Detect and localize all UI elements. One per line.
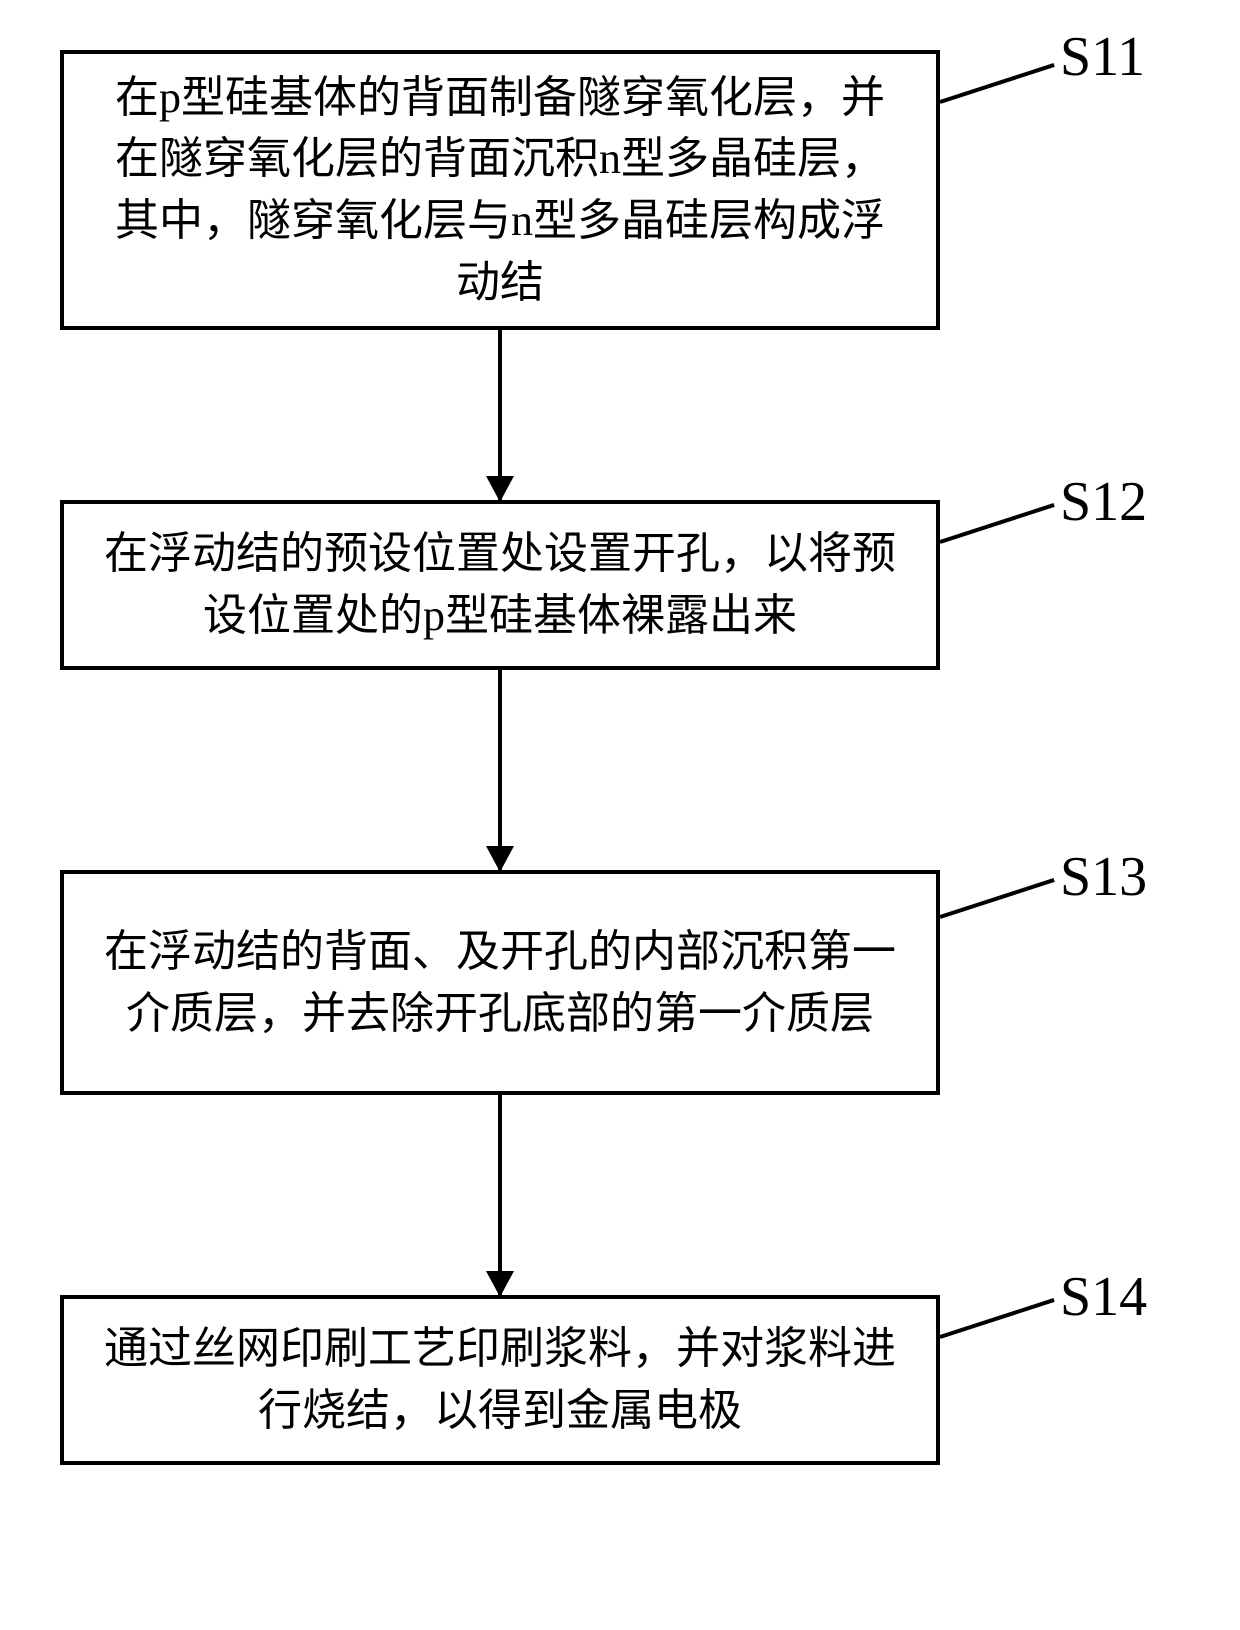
- arrow-2-head: [486, 846, 514, 872]
- arrow-1-line: [498, 330, 502, 500]
- step-s14-container: 通过丝网印刷工艺印刷浆料，并对浆料进行烧结，以得到金属电极 S14: [60, 1295, 1160, 1465]
- step-s14-leader: [939, 1298, 1054, 1339]
- arrow-2: [60, 670, 940, 870]
- arrow-3-head: [486, 1271, 514, 1297]
- step-s11-label: S11: [1060, 25, 1145, 89]
- step-s11-leader: [939, 63, 1054, 104]
- step-s13-text: 在浮动结的背面、及开孔的内部沉积第一介质层，并去除开孔底部的第一介质层: [64, 911, 936, 1054]
- step-s14-box: 通过丝网印刷工艺印刷浆料，并对浆料进行烧结，以得到金属电极: [60, 1295, 940, 1465]
- step-s12-container: 在浮动结的预设位置处设置开孔，以将预设位置处的p型硅基体裸露出来 S12: [60, 500, 1160, 670]
- step-s14-label: S14: [1060, 1265, 1147, 1329]
- step-s11-text: 在p型硅基体的背面制备隧穿氧化层，并在隧穿氧化层的背面沉积n型多晶硅层，其中，隧…: [64, 57, 936, 323]
- flowchart-container: 在p型硅基体的背面制备隧穿氧化层，并在隧穿氧化层的背面沉积n型多晶硅层，其中，隧…: [60, 50, 1160, 1465]
- arrow-2-line: [498, 670, 502, 870]
- arrow-1: [60, 330, 940, 500]
- step-s11-container: 在p型硅基体的背面制备隧穿氧化层，并在隧穿氧化层的背面沉积n型多晶硅层，其中，隧…: [60, 50, 1160, 330]
- arrow-1-head: [486, 476, 514, 502]
- step-s14-text: 通过丝网印刷工艺印刷浆料，并对浆料进行烧结，以得到金属电极: [64, 1308, 936, 1451]
- arrow-3: [60, 1095, 940, 1295]
- step-s13-leader: [939, 878, 1054, 919]
- step-s12-box: 在浮动结的预设位置处设置开孔，以将预设位置处的p型硅基体裸露出来: [60, 500, 940, 670]
- step-s12-label: S12: [1060, 470, 1147, 534]
- step-s13-box: 在浮动结的背面、及开孔的内部沉积第一介质层，并去除开孔底部的第一介质层: [60, 870, 940, 1095]
- step-s13-label: S13: [1060, 845, 1147, 909]
- arrow-3-line: [498, 1095, 502, 1295]
- step-s11-box: 在p型硅基体的背面制备隧穿氧化层，并在隧穿氧化层的背面沉积n型多晶硅层，其中，隧…: [60, 50, 940, 330]
- step-s12-text: 在浮动结的预设位置处设置开孔，以将预设位置处的p型硅基体裸露出来: [64, 513, 936, 656]
- step-s12-leader: [939, 503, 1054, 544]
- step-s13-container: 在浮动结的背面、及开孔的内部沉积第一介质层，并去除开孔底部的第一介质层 S13: [60, 870, 1160, 1095]
